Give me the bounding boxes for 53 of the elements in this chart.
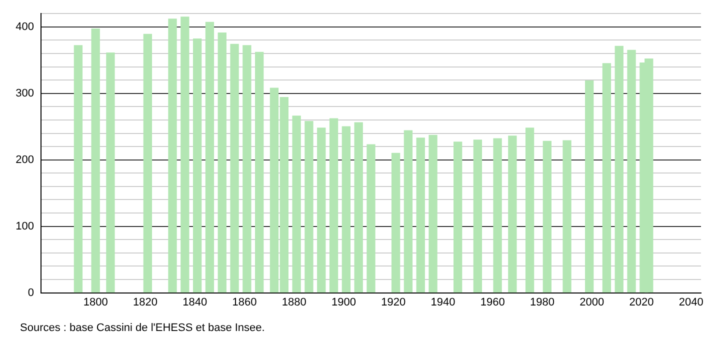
bar xyxy=(230,44,239,293)
x-tick-label: 2000 xyxy=(580,296,604,308)
x-tick-label: 1980 xyxy=(530,296,554,308)
bar xyxy=(168,18,177,293)
x-tick-label: 1840 xyxy=(182,296,208,308)
bar xyxy=(542,140,552,293)
x-tick-label: 1820 xyxy=(132,296,158,308)
bar xyxy=(404,130,413,293)
bar xyxy=(562,140,572,293)
source-note: Sources : base Cassini de l'EHESS et base Insee. xyxy=(20,322,265,334)
bar xyxy=(342,126,351,293)
bar xyxy=(508,136,517,293)
y-tick-label: 400 xyxy=(16,20,34,33)
y-tick-label: 200 xyxy=(16,154,34,166)
x-tick-label: 1860 xyxy=(232,296,257,308)
bar xyxy=(242,45,252,293)
x-tick-label: 1900 xyxy=(331,296,356,308)
bar xyxy=(91,28,100,293)
bar xyxy=(304,120,314,293)
bar xyxy=(74,45,83,293)
bar xyxy=(317,128,326,293)
bar xyxy=(192,38,202,293)
bar xyxy=(292,116,301,293)
bar xyxy=(205,22,214,293)
x-tick-label: 1940 xyxy=(430,296,456,308)
bar xyxy=(218,32,226,293)
bar xyxy=(143,34,152,293)
y-tick-label: 300 xyxy=(16,87,34,100)
bar xyxy=(255,52,264,293)
bar xyxy=(416,138,425,293)
x-tick-label: 2020 xyxy=(629,296,654,308)
bar xyxy=(391,152,400,293)
bar xyxy=(354,122,363,293)
x-tick-label: 1800 xyxy=(83,296,108,308)
bar xyxy=(614,46,624,293)
bar xyxy=(602,63,612,293)
bar xyxy=(180,16,190,293)
bar xyxy=(585,80,594,293)
x-tick-label: 1920 xyxy=(381,296,406,308)
bar xyxy=(329,118,338,293)
x-tick-label: 1880 xyxy=(282,296,306,308)
y-tick-label: 0 xyxy=(28,286,34,299)
x-tick-label: 1960 xyxy=(480,296,505,308)
bar xyxy=(525,128,534,293)
bar xyxy=(473,140,482,293)
bar xyxy=(493,138,502,293)
bar xyxy=(366,144,376,293)
bar xyxy=(454,142,462,293)
bar xyxy=(627,50,636,293)
bar xyxy=(106,52,115,293)
y-tick-label: 100 xyxy=(16,220,34,232)
bar xyxy=(428,134,438,293)
x-tick-label: 2040 xyxy=(678,296,704,308)
